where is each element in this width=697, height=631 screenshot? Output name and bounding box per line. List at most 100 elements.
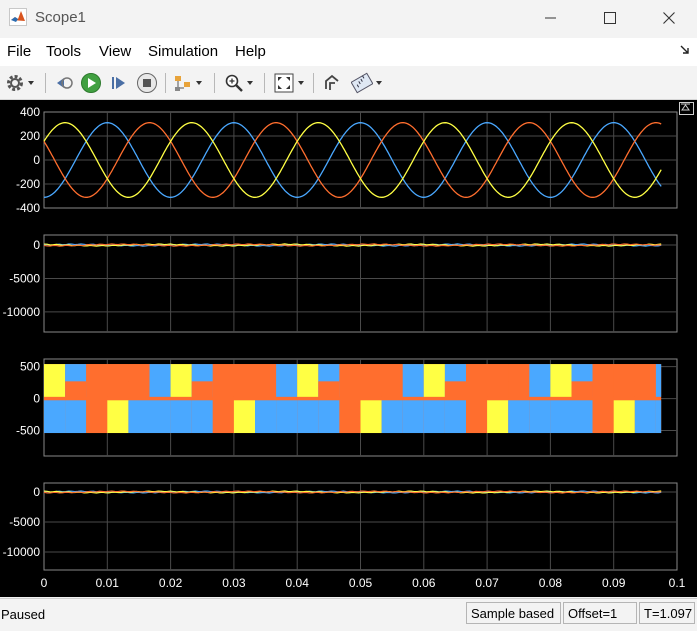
pwm-top-segment bbox=[276, 364, 298, 397]
menu-tools[interactable]: Tools bbox=[46, 43, 82, 60]
zoom-button[interactable] bbox=[224, 71, 253, 95]
pwm-bottom-segment bbox=[444, 400, 466, 434]
step-forward-button[interactable] bbox=[109, 71, 129, 95]
pwm-mid-segment bbox=[191, 381, 213, 399]
stop-icon bbox=[137, 73, 157, 93]
pwm-mid-segment bbox=[444, 381, 466, 399]
pwm-bottom-segment bbox=[44, 400, 66, 434]
pwm-top-segment bbox=[86, 364, 108, 397]
y-tick-label: -400 bbox=[16, 201, 40, 215]
menu-view[interactable]: View bbox=[99, 43, 132, 60]
toolbar-separator bbox=[45, 73, 46, 93]
pwm-top-segment bbox=[529, 364, 551, 397]
gear-icon bbox=[7, 75, 23, 91]
pwm-top-segment bbox=[613, 364, 635, 397]
offset-readout: Offset=1 bbox=[563, 602, 637, 624]
pwm-bottom-segment bbox=[86, 400, 108, 434]
step-forward-icon bbox=[112, 77, 125, 89]
pwm-mid-segment bbox=[128, 381, 150, 399]
pwm-bottom-segment bbox=[529, 400, 551, 434]
y-tick-label: -500 bbox=[16, 423, 40, 437]
scope-plots: 4002000-200-4000-5000-100005000-5000-500… bbox=[3, 105, 686, 590]
pwm-top-segment bbox=[423, 364, 445, 397]
maximize-icon bbox=[604, 12, 616, 24]
pwm-bottom-segment bbox=[613, 400, 635, 434]
run-button[interactable] bbox=[80, 71, 102, 95]
pwm-mid-segment bbox=[634, 381, 656, 399]
toolbar-separator bbox=[165, 73, 166, 93]
pwm-top-segment bbox=[487, 364, 509, 397]
x-tick-label: 0.1 bbox=[669, 576, 686, 590]
run-icon bbox=[81, 73, 101, 93]
pwm-bottom-segment bbox=[170, 400, 192, 434]
menu-simulation[interactable]: Simulation bbox=[148, 43, 219, 60]
sample-mode: Sample based bbox=[466, 602, 561, 624]
zoom-in-icon bbox=[225, 74, 243, 92]
pwm-top-segment bbox=[107, 364, 129, 397]
current-series-3 bbox=[43, 490, 662, 494]
x-tick-label: 0.06 bbox=[412, 576, 436, 590]
pwm-top-segment bbox=[149, 364, 171, 397]
matlab-logo-icon bbox=[9, 8, 27, 26]
pwm-top-segment bbox=[233, 364, 255, 397]
pwm-mid-segment bbox=[508, 381, 530, 399]
menu-help[interactable]: Help bbox=[235, 43, 266, 60]
pwm-bottom-segment bbox=[402, 400, 424, 434]
chevron-down-icon bbox=[196, 81, 202, 85]
pwm-top-segment bbox=[360, 364, 382, 397]
y-tick-label: 0 bbox=[33, 392, 40, 406]
pwm-bottom-segment bbox=[550, 400, 572, 434]
chevron-down-icon bbox=[298, 81, 304, 85]
voltage-series-3 bbox=[43, 122, 662, 198]
status-bar: Paused Sample based Offset=1 T=1.097 bbox=[0, 598, 697, 631]
pwm-bottom-segment bbox=[297, 400, 319, 434]
x-tick-label: 0 bbox=[41, 576, 48, 590]
pwm-bottom-segment bbox=[487, 400, 509, 434]
pwm-mid-segment bbox=[381, 381, 403, 399]
y-tick-label: -5000 bbox=[9, 271, 40, 285]
y-tick-label: 400 bbox=[20, 105, 40, 119]
y-tick-label: 0 bbox=[33, 153, 40, 167]
pwm-bottom-segment bbox=[255, 400, 277, 434]
close-icon bbox=[663, 12, 675, 24]
x-tick-label: 0.01 bbox=[96, 576, 120, 590]
y-tick-label: -10000 bbox=[3, 545, 41, 559]
window-title: Scope1 bbox=[35, 9, 86, 26]
settings-button[interactable] bbox=[5, 71, 34, 95]
pwm-bottom-segment bbox=[212, 400, 234, 434]
pwm-bottom-segment bbox=[571, 400, 593, 434]
pwm-bottom-segment bbox=[107, 400, 129, 434]
simulation-state: Paused bbox=[1, 607, 46, 622]
undock-icon[interactable] bbox=[679, 44, 691, 56]
x-tick-label: 0.07 bbox=[475, 576, 499, 590]
expand-axes-button[interactable] bbox=[679, 102, 694, 115]
pwm-bottom-segment bbox=[65, 400, 87, 434]
signal-select-icon bbox=[175, 76, 190, 91]
x-tick-label: 0.02 bbox=[159, 576, 183, 590]
pwm-top-segment bbox=[339, 364, 361, 397]
stop-button[interactable] bbox=[136, 71, 158, 95]
minimize-button[interactable] bbox=[522, 0, 580, 36]
time-readout: T=1.097 bbox=[639, 602, 695, 624]
pwm-top-segment bbox=[466, 364, 488, 397]
y-tick-label: 500 bbox=[20, 360, 40, 374]
x-tick-label: 0.04 bbox=[286, 576, 310, 590]
maximize-button[interactable] bbox=[581, 0, 639, 36]
measurements-button[interactable] bbox=[351, 71, 382, 95]
chevron-down-icon bbox=[376, 81, 382, 85]
step-back-button[interactable] bbox=[54, 71, 74, 95]
y-tick-label: -5000 bbox=[9, 515, 40, 529]
scope-display[interactable]: 400 200 0 -200 -400 0 -5000 -10000 500 0 -500 0 -500… bbox=[0, 100, 697, 597]
highlight-block-icon bbox=[325, 74, 339, 90]
pwm-top-segment bbox=[655, 364, 662, 397]
close-button[interactable] bbox=[640, 0, 697, 36]
y-tick-label: -10000 bbox=[3, 305, 41, 319]
highlight-block-button[interactable] bbox=[322, 71, 342, 95]
toolbar-separator bbox=[214, 73, 215, 93]
signal-select-button[interactable] bbox=[173, 71, 202, 95]
menu-file[interactable]: File bbox=[7, 43, 32, 60]
title-bar[interactable]: Scope1 bbox=[0, 0, 697, 36]
fit-axes-button[interactable] bbox=[273, 71, 304, 95]
pwm-mid-segment bbox=[318, 381, 340, 399]
pwm-top-segment bbox=[170, 364, 192, 397]
